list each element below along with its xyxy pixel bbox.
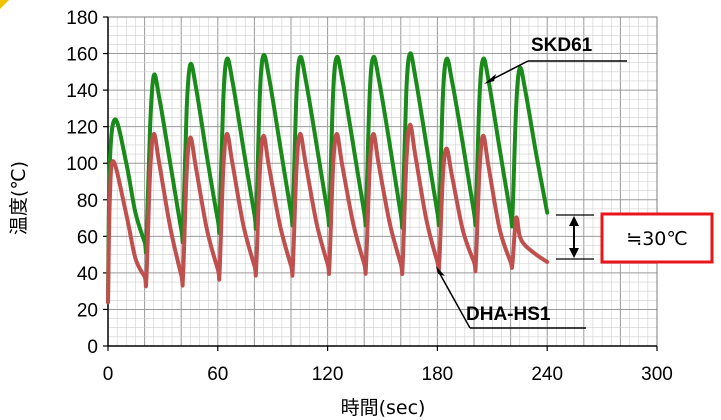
y-tick-labels: 0 20 40 60 80 100 120 140 160 180 bbox=[66, 8, 98, 358]
y-tick-label: 180 bbox=[66, 8, 98, 29]
y-tick-label: 60 bbox=[77, 227, 98, 248]
y-tick-label: 80 bbox=[77, 191, 98, 212]
callout-text: ≒30℃ bbox=[626, 228, 687, 250]
bracket-arrow-up bbox=[569, 216, 579, 226]
callout-box bbox=[600, 212, 714, 264]
y-axis-title: 温度(℃) bbox=[8, 161, 30, 235]
series-line-dha-hs1 bbox=[106, 122, 550, 305]
y-tick-label: 140 bbox=[66, 81, 98, 102]
y-tick-label: 0 bbox=[87, 337, 98, 358]
dha-label: DHA-HS1 bbox=[466, 304, 551, 325]
series-layer bbox=[106, 51, 550, 305]
bracket-arrow-down bbox=[569, 248, 579, 258]
skd61-label: SKD61 bbox=[531, 35, 593, 56]
x-tick-label: 180 bbox=[422, 364, 454, 385]
y-tick-label: 120 bbox=[66, 118, 98, 139]
x-tick-label: 120 bbox=[312, 364, 344, 385]
x-axis-title: 時間(sec) bbox=[341, 397, 426, 419]
dha-leader-arrowhead bbox=[436, 266, 445, 276]
x-tick-labels: 0 60 120 180 240 300 bbox=[103, 364, 673, 385]
dha-leader-line bbox=[439, 273, 471, 329]
x-tick-label: 240 bbox=[531, 364, 563, 385]
grid bbox=[108, 17, 657, 346]
corner-accent bbox=[0, 0, 9, 9]
y-tick-label: 20 bbox=[77, 300, 98, 321]
x-tick-label: 0 bbox=[103, 364, 114, 385]
x-tick-label: 300 bbox=[641, 364, 673, 385]
y-tick-label: 160 bbox=[66, 45, 98, 66]
skd61-leader-arrowhead bbox=[484, 74, 496, 84]
y-tick-label: 40 bbox=[77, 264, 98, 285]
skd61-leader-line bbox=[490, 60, 529, 81]
x-tick-label: 60 bbox=[207, 364, 228, 385]
y-tick-label: 100 bbox=[66, 154, 98, 175]
